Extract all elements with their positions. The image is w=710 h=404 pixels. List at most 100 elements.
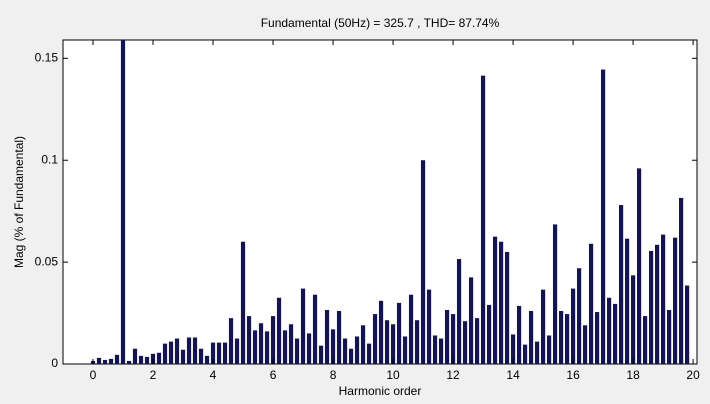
bar xyxy=(174,338,180,364)
x-tick-label: 4 xyxy=(210,368,217,382)
bar xyxy=(186,337,192,364)
bar xyxy=(282,330,288,364)
bar xyxy=(318,345,324,364)
bar xyxy=(132,348,138,364)
bar xyxy=(354,336,360,364)
bar xyxy=(648,250,654,364)
bar xyxy=(612,303,618,364)
bar xyxy=(156,352,162,364)
bar xyxy=(498,241,504,364)
chart-title: Fundamental (50Hz) = 325.7 , THD= 87.74% xyxy=(261,16,500,30)
bar xyxy=(306,333,312,364)
bar xyxy=(564,314,570,364)
x-tick-label: 8 xyxy=(330,368,337,382)
bar xyxy=(504,251,510,364)
bar xyxy=(192,337,198,364)
bar xyxy=(528,311,534,364)
y-tick-label: 0 xyxy=(51,356,58,370)
bar xyxy=(438,338,444,364)
bar xyxy=(510,334,516,364)
x-tick-label: 14 xyxy=(506,368,520,382)
bar xyxy=(228,318,234,364)
bar xyxy=(390,324,396,364)
bar xyxy=(516,305,522,364)
bar xyxy=(408,294,414,364)
bar xyxy=(624,238,630,364)
bar xyxy=(342,338,348,364)
bar xyxy=(204,355,210,364)
x-tick-label: 2 xyxy=(150,368,157,382)
bar xyxy=(450,314,456,364)
x-tick-label: 0 xyxy=(90,368,97,382)
x-tick-label: 12 xyxy=(446,368,460,382)
bar xyxy=(246,316,252,364)
bar xyxy=(384,320,390,364)
bar xyxy=(324,310,330,364)
bar xyxy=(558,311,564,364)
bar xyxy=(534,341,540,364)
bar xyxy=(636,168,642,364)
bar xyxy=(480,75,486,364)
bar xyxy=(660,234,666,364)
bar xyxy=(252,330,258,364)
bar xyxy=(582,325,588,364)
bar xyxy=(552,224,558,364)
bar xyxy=(150,353,156,364)
bar xyxy=(522,344,528,364)
bar xyxy=(162,343,168,364)
bar xyxy=(378,300,384,364)
bar xyxy=(288,324,294,364)
bar xyxy=(426,289,432,364)
bar xyxy=(672,237,678,364)
bar xyxy=(348,348,354,364)
x-tick-label: 18 xyxy=(626,368,640,382)
bar xyxy=(402,336,408,364)
bar xyxy=(120,40,126,364)
bar xyxy=(312,294,318,364)
bar xyxy=(414,320,420,364)
bar xyxy=(432,335,438,364)
bar xyxy=(294,338,300,364)
x-axis-label: Harmonic order xyxy=(339,384,422,398)
bar xyxy=(588,243,594,364)
bar xyxy=(114,354,120,364)
bar xyxy=(168,341,174,364)
x-tick-label: 6 xyxy=(270,368,277,382)
bar xyxy=(570,288,576,364)
bar xyxy=(546,335,552,364)
bar xyxy=(474,318,480,364)
bar xyxy=(138,355,144,364)
bar xyxy=(600,69,606,364)
bar xyxy=(576,268,582,364)
bar xyxy=(258,323,264,364)
bar xyxy=(330,329,336,364)
y-axis-label: Mag (% of Fundamental) xyxy=(12,136,26,268)
bar xyxy=(300,288,306,364)
bar xyxy=(618,205,624,364)
x-tick-label: 20 xyxy=(686,368,700,382)
bar xyxy=(108,358,114,364)
bar xyxy=(270,316,276,364)
bar xyxy=(606,297,612,364)
bar xyxy=(126,360,132,364)
bar xyxy=(654,244,660,364)
bar xyxy=(642,316,648,364)
bar xyxy=(276,297,282,364)
bar xyxy=(144,356,150,364)
bar xyxy=(486,304,492,364)
bar xyxy=(234,338,240,364)
bar xyxy=(102,359,108,364)
y-tick-label: 0.05 xyxy=(35,254,59,268)
bar xyxy=(684,285,690,364)
x-tick-label: 16 xyxy=(566,368,580,382)
bar xyxy=(264,331,270,364)
bar xyxy=(360,325,366,364)
bar xyxy=(666,310,672,364)
bar xyxy=(336,311,342,364)
bar xyxy=(630,275,636,364)
bar xyxy=(462,321,468,364)
bar xyxy=(180,349,186,364)
bar xyxy=(366,343,372,364)
bar xyxy=(198,348,204,364)
bar xyxy=(420,160,426,364)
